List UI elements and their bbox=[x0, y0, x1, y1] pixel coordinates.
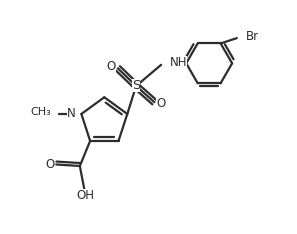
Text: S: S bbox=[132, 80, 140, 92]
Text: O: O bbox=[156, 97, 165, 110]
Text: O: O bbox=[107, 60, 116, 73]
Text: OH: OH bbox=[77, 189, 95, 202]
Text: Br: Br bbox=[246, 30, 259, 43]
Text: O: O bbox=[45, 158, 54, 171]
Text: NH: NH bbox=[169, 56, 187, 69]
Text: N: N bbox=[67, 106, 76, 120]
Text: CH₃: CH₃ bbox=[30, 107, 51, 117]
